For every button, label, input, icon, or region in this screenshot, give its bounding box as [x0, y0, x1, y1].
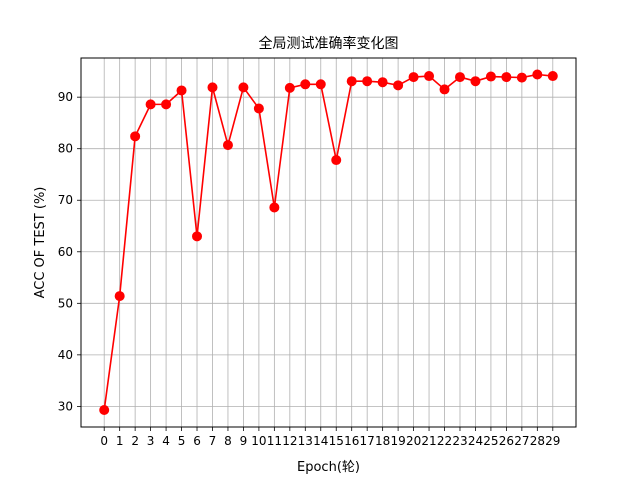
y-tick-label: 30 [58, 399, 73, 413]
data-point [408, 72, 419, 83]
data-point [269, 202, 280, 213]
chart-title: 全局测试准确率变化图 [259, 35, 399, 52]
y-tick-label: 80 [58, 142, 73, 156]
data-point [284, 82, 295, 93]
x-tick-label: 0 [100, 434, 108, 448]
data-point [315, 79, 326, 90]
x-tick-label: 27 [514, 434, 529, 448]
x-tick-label: 4 [162, 434, 170, 448]
x-tick-label: 19 [390, 434, 405, 448]
x-tick-label: 10 [251, 434, 266, 448]
data-point [192, 231, 203, 242]
x-tick-label: 5 [178, 434, 186, 448]
x-tick-label: 29 [545, 434, 560, 448]
y-tick-label: 50 [58, 296, 73, 310]
grid [81, 58, 576, 427]
data-point [161, 99, 172, 110]
data-point [176, 85, 187, 96]
data-point [470, 76, 481, 87]
x-tick-label: 26 [499, 434, 514, 448]
data-point [253, 103, 264, 114]
data-point [346, 76, 357, 87]
data-point [331, 155, 342, 166]
x-tick-label: 3 [147, 434, 155, 448]
x-tick-label: 11 [267, 434, 282, 448]
x-tick-label: 21 [421, 434, 436, 448]
y-axis-label: ACC OF TEST (%) [33, 187, 48, 299]
data-point [300, 79, 311, 90]
ticks: 0 1 2 3 4 5 6 7 8 9 10 11 12 13 14 15 16 17 18 19 20 21 22 23 24… [58, 90, 561, 448]
data-point [532, 69, 543, 80]
y-tick-label: 40 [58, 348, 73, 362]
data-point [207, 82, 218, 93]
y-tick-label: 70 [58, 193, 73, 207]
x-tick-label: 2 [131, 434, 139, 448]
data-point [547, 71, 558, 82]
plot-frame [80, 57, 577, 428]
data-point [238, 82, 249, 93]
x-tick-label: 20 [406, 434, 421, 448]
x-tick-label: 25 [483, 434, 498, 448]
y-tick-label: 60 [58, 245, 73, 259]
data-point [439, 84, 450, 95]
data-point [393, 80, 404, 91]
x-tick-label: 17 [360, 434, 375, 448]
data-point [222, 140, 233, 151]
data-point [501, 72, 512, 83]
x-tick-label: 6 [193, 434, 201, 448]
x-tick-label: 28 [530, 434, 545, 448]
x-tick-label: 9 [240, 434, 248, 448]
x-tick-label: 16 [344, 434, 359, 448]
data-point [485, 71, 496, 82]
data-point [454, 72, 465, 83]
x-tick-label: 12 [282, 434, 297, 448]
data-point [145, 99, 156, 110]
data-point [516, 72, 527, 83]
x-tick-label: 7 [209, 434, 217, 448]
x-axis-label: Epoch(轮) [297, 460, 360, 475]
x-tick-label: 15 [329, 434, 344, 448]
x-tick-label: 8 [224, 434, 232, 448]
data-point [362, 76, 373, 87]
x-tick-label: 1 [116, 434, 124, 448]
x-tick-label: 24 [468, 434, 483, 448]
data-point [114, 291, 125, 302]
x-tick-label: 18 [375, 434, 390, 448]
data-point [424, 71, 435, 82]
x-tick-label: 23 [452, 434, 467, 448]
data-point [99, 404, 110, 415]
data-point [130, 131, 141, 142]
x-tick-label: 14 [313, 434, 328, 448]
series-layer [99, 69, 558, 415]
x-tick-label: 13 [298, 434, 313, 448]
y-tick-label: 90 [58, 90, 73, 104]
data-point [377, 77, 388, 88]
x-tick-label: 22 [437, 434, 452, 448]
